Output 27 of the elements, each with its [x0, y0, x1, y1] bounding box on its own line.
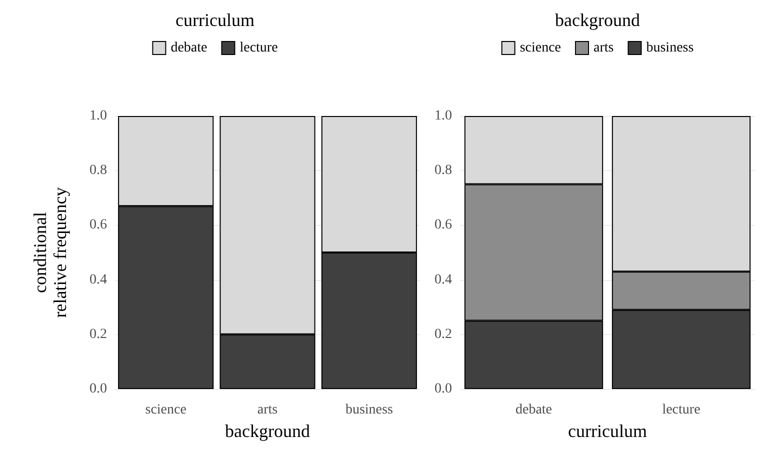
x-tick-label: science	[145, 402, 186, 418]
y-tick-label: 0.8	[90, 163, 107, 178]
y-tick-label: 0.6	[434, 218, 452, 233]
y-tick-label: 0.0	[90, 382, 107, 396]
y-tick-label: 0.4	[434, 272, 452, 288]
x-tick-label: arts	[257, 402, 278, 418]
y-tick-label: 0.0	[434, 382, 452, 396]
legend-title: curriculum	[176, 10, 254, 30]
x-axis-title: background	[225, 420, 310, 441]
legend-label: arts	[594, 40, 614, 56]
legend-label: business	[646, 40, 694, 56]
y-tick-label: 0.8	[434, 163, 452, 178]
x-axis-title: curriculum	[568, 420, 647, 441]
x-tick-label: debate	[515, 402, 552, 418]
y-tick-label: 1.0	[90, 108, 107, 124]
y-tick-label: 0.6	[90, 218, 107, 233]
x-tick-label: lecture	[662, 402, 700, 418]
y-tick-label: 0.2	[90, 326, 107, 342]
legend-label: debate	[170, 40, 208, 56]
legend-label: science	[520, 40, 562, 56]
y-tick-label: 1.0	[434, 108, 452, 124]
x-tick-label: business	[345, 402, 393, 418]
y-tick-label: 0.4	[90, 272, 107, 288]
y-tick-label: 0.2	[434, 326, 452, 342]
legend-title: background	[555, 10, 640, 30]
legend-label: lecture	[240, 40, 278, 56]
y-axis-title: conditional relative frequency	[30, 187, 70, 318]
